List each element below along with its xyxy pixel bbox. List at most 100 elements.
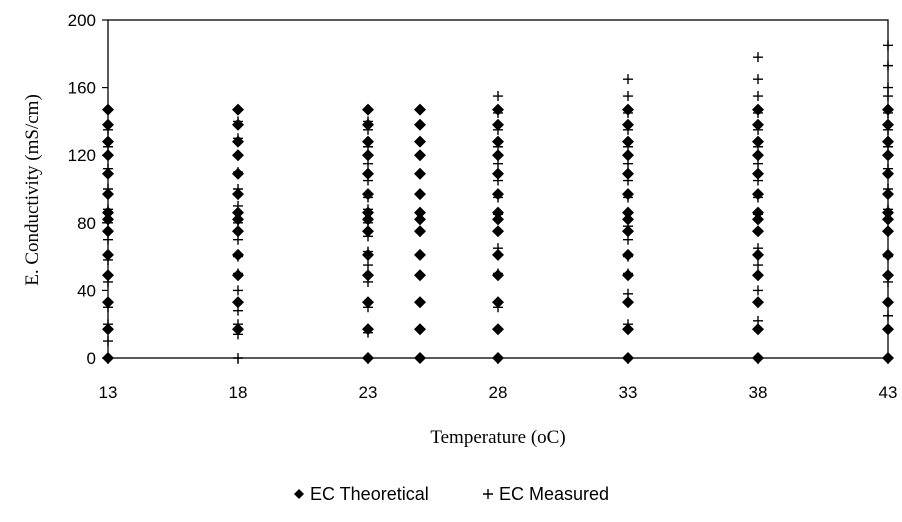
series-layer bbox=[102, 40, 894, 364]
plus-point bbox=[363, 231, 373, 242]
plus-point bbox=[753, 315, 763, 326]
y-tick-label: 160 bbox=[68, 79, 96, 98]
diamond-point bbox=[752, 213, 764, 226]
plus-point bbox=[233, 305, 243, 316]
y-tick-label: 120 bbox=[68, 146, 96, 165]
plus-point bbox=[753, 285, 763, 296]
plus-point bbox=[363, 302, 373, 313]
plus-point bbox=[103, 234, 113, 245]
diamond-point bbox=[362, 103, 374, 116]
diamond-point bbox=[102, 167, 114, 180]
plus-point bbox=[493, 192, 503, 203]
plus-point bbox=[623, 288, 633, 299]
plus-point bbox=[363, 260, 373, 271]
plus-point bbox=[753, 141, 763, 152]
diamond-point bbox=[362, 352, 374, 364]
plus-point bbox=[623, 107, 633, 118]
plus-point bbox=[233, 116, 243, 127]
diamond-point bbox=[882, 167, 894, 180]
y-tick-label: 40 bbox=[77, 281, 96, 300]
legend-label-ec-measured: EC Measured bbox=[499, 484, 609, 504]
plus-point bbox=[883, 107, 893, 118]
plus-point bbox=[233, 150, 243, 161]
plus-point bbox=[103, 254, 113, 265]
plus-point bbox=[883, 141, 893, 152]
diamond-point bbox=[492, 213, 504, 226]
x-tick-label: 13 bbox=[99, 383, 118, 402]
plus-point bbox=[883, 310, 893, 321]
diamond-point bbox=[102, 225, 114, 238]
plus-point bbox=[103, 319, 113, 330]
plus-point bbox=[103, 141, 113, 152]
plus-point bbox=[233, 285, 243, 296]
x-tick-label: 33 bbox=[619, 383, 638, 402]
diamond-point bbox=[102, 103, 114, 116]
plus-point bbox=[753, 175, 763, 186]
legend-plus-marker bbox=[483, 489, 493, 499]
plus-point bbox=[363, 327, 373, 338]
diamond-point bbox=[362, 225, 374, 238]
plus-point bbox=[493, 175, 503, 186]
plus-point bbox=[623, 251, 633, 262]
plus-point bbox=[623, 207, 633, 218]
diamond-point bbox=[414, 296, 426, 309]
plus-point bbox=[883, 124, 893, 135]
plus-point bbox=[103, 124, 113, 135]
plus-point bbox=[493, 124, 503, 135]
plus-point bbox=[493, 243, 503, 254]
plus-point bbox=[363, 158, 373, 169]
plus-point bbox=[103, 276, 113, 287]
diamond-point bbox=[414, 269, 426, 282]
plus-point bbox=[753, 158, 763, 169]
legend-item-ec-theoretical: EC Theoretical bbox=[294, 484, 429, 504]
plus-point bbox=[753, 192, 763, 203]
plus-point bbox=[753, 74, 763, 85]
diamond-point bbox=[622, 225, 634, 238]
plus-point bbox=[493, 302, 503, 313]
series-ec-measured bbox=[103, 40, 893, 363]
legend-label-ec-theoretical: EC Theoretical bbox=[310, 484, 429, 504]
diamond-point bbox=[362, 167, 374, 180]
plus-point bbox=[493, 158, 503, 169]
plus-point bbox=[623, 234, 633, 245]
diamond-point bbox=[414, 118, 426, 131]
diamond-point bbox=[882, 213, 894, 226]
plus-point bbox=[103, 336, 113, 347]
plus-point bbox=[493, 91, 503, 102]
diamond-point bbox=[414, 135, 426, 148]
plus-point bbox=[753, 260, 763, 271]
diamond-point bbox=[492, 248, 504, 261]
plus-point bbox=[233, 167, 243, 178]
y-tick-label: 80 bbox=[77, 214, 96, 233]
plus-point bbox=[363, 246, 373, 257]
diamond-point bbox=[362, 149, 374, 162]
plus-point bbox=[623, 141, 633, 152]
diamond-point bbox=[232, 323, 244, 336]
diamond-point bbox=[752, 248, 764, 261]
diamond-point bbox=[622, 296, 634, 309]
diamond-point bbox=[752, 352, 764, 364]
plus-point bbox=[493, 268, 503, 279]
plus-point bbox=[753, 226, 763, 237]
diamond-point bbox=[882, 118, 894, 131]
diamond-point bbox=[362, 269, 374, 282]
diamond-point bbox=[752, 135, 764, 148]
plus-point bbox=[233, 133, 243, 144]
plus-point bbox=[233, 329, 243, 340]
diamond-point bbox=[752, 269, 764, 282]
diamond-point bbox=[622, 352, 634, 364]
diamond-point bbox=[232, 188, 244, 201]
plus-point bbox=[623, 74, 633, 85]
diamond-point bbox=[102, 323, 114, 336]
plus-point bbox=[753, 52, 763, 63]
diamond-point bbox=[882, 135, 894, 148]
plus-point bbox=[623, 91, 633, 102]
diamond-point bbox=[882, 269, 894, 282]
diamond-point bbox=[102, 118, 114, 131]
plus-point bbox=[363, 141, 373, 152]
diamond-point bbox=[414, 213, 426, 226]
legend-item-ec-measured: EC Measured bbox=[483, 484, 609, 504]
plus-point bbox=[233, 319, 243, 330]
diamond-point bbox=[232, 103, 244, 116]
